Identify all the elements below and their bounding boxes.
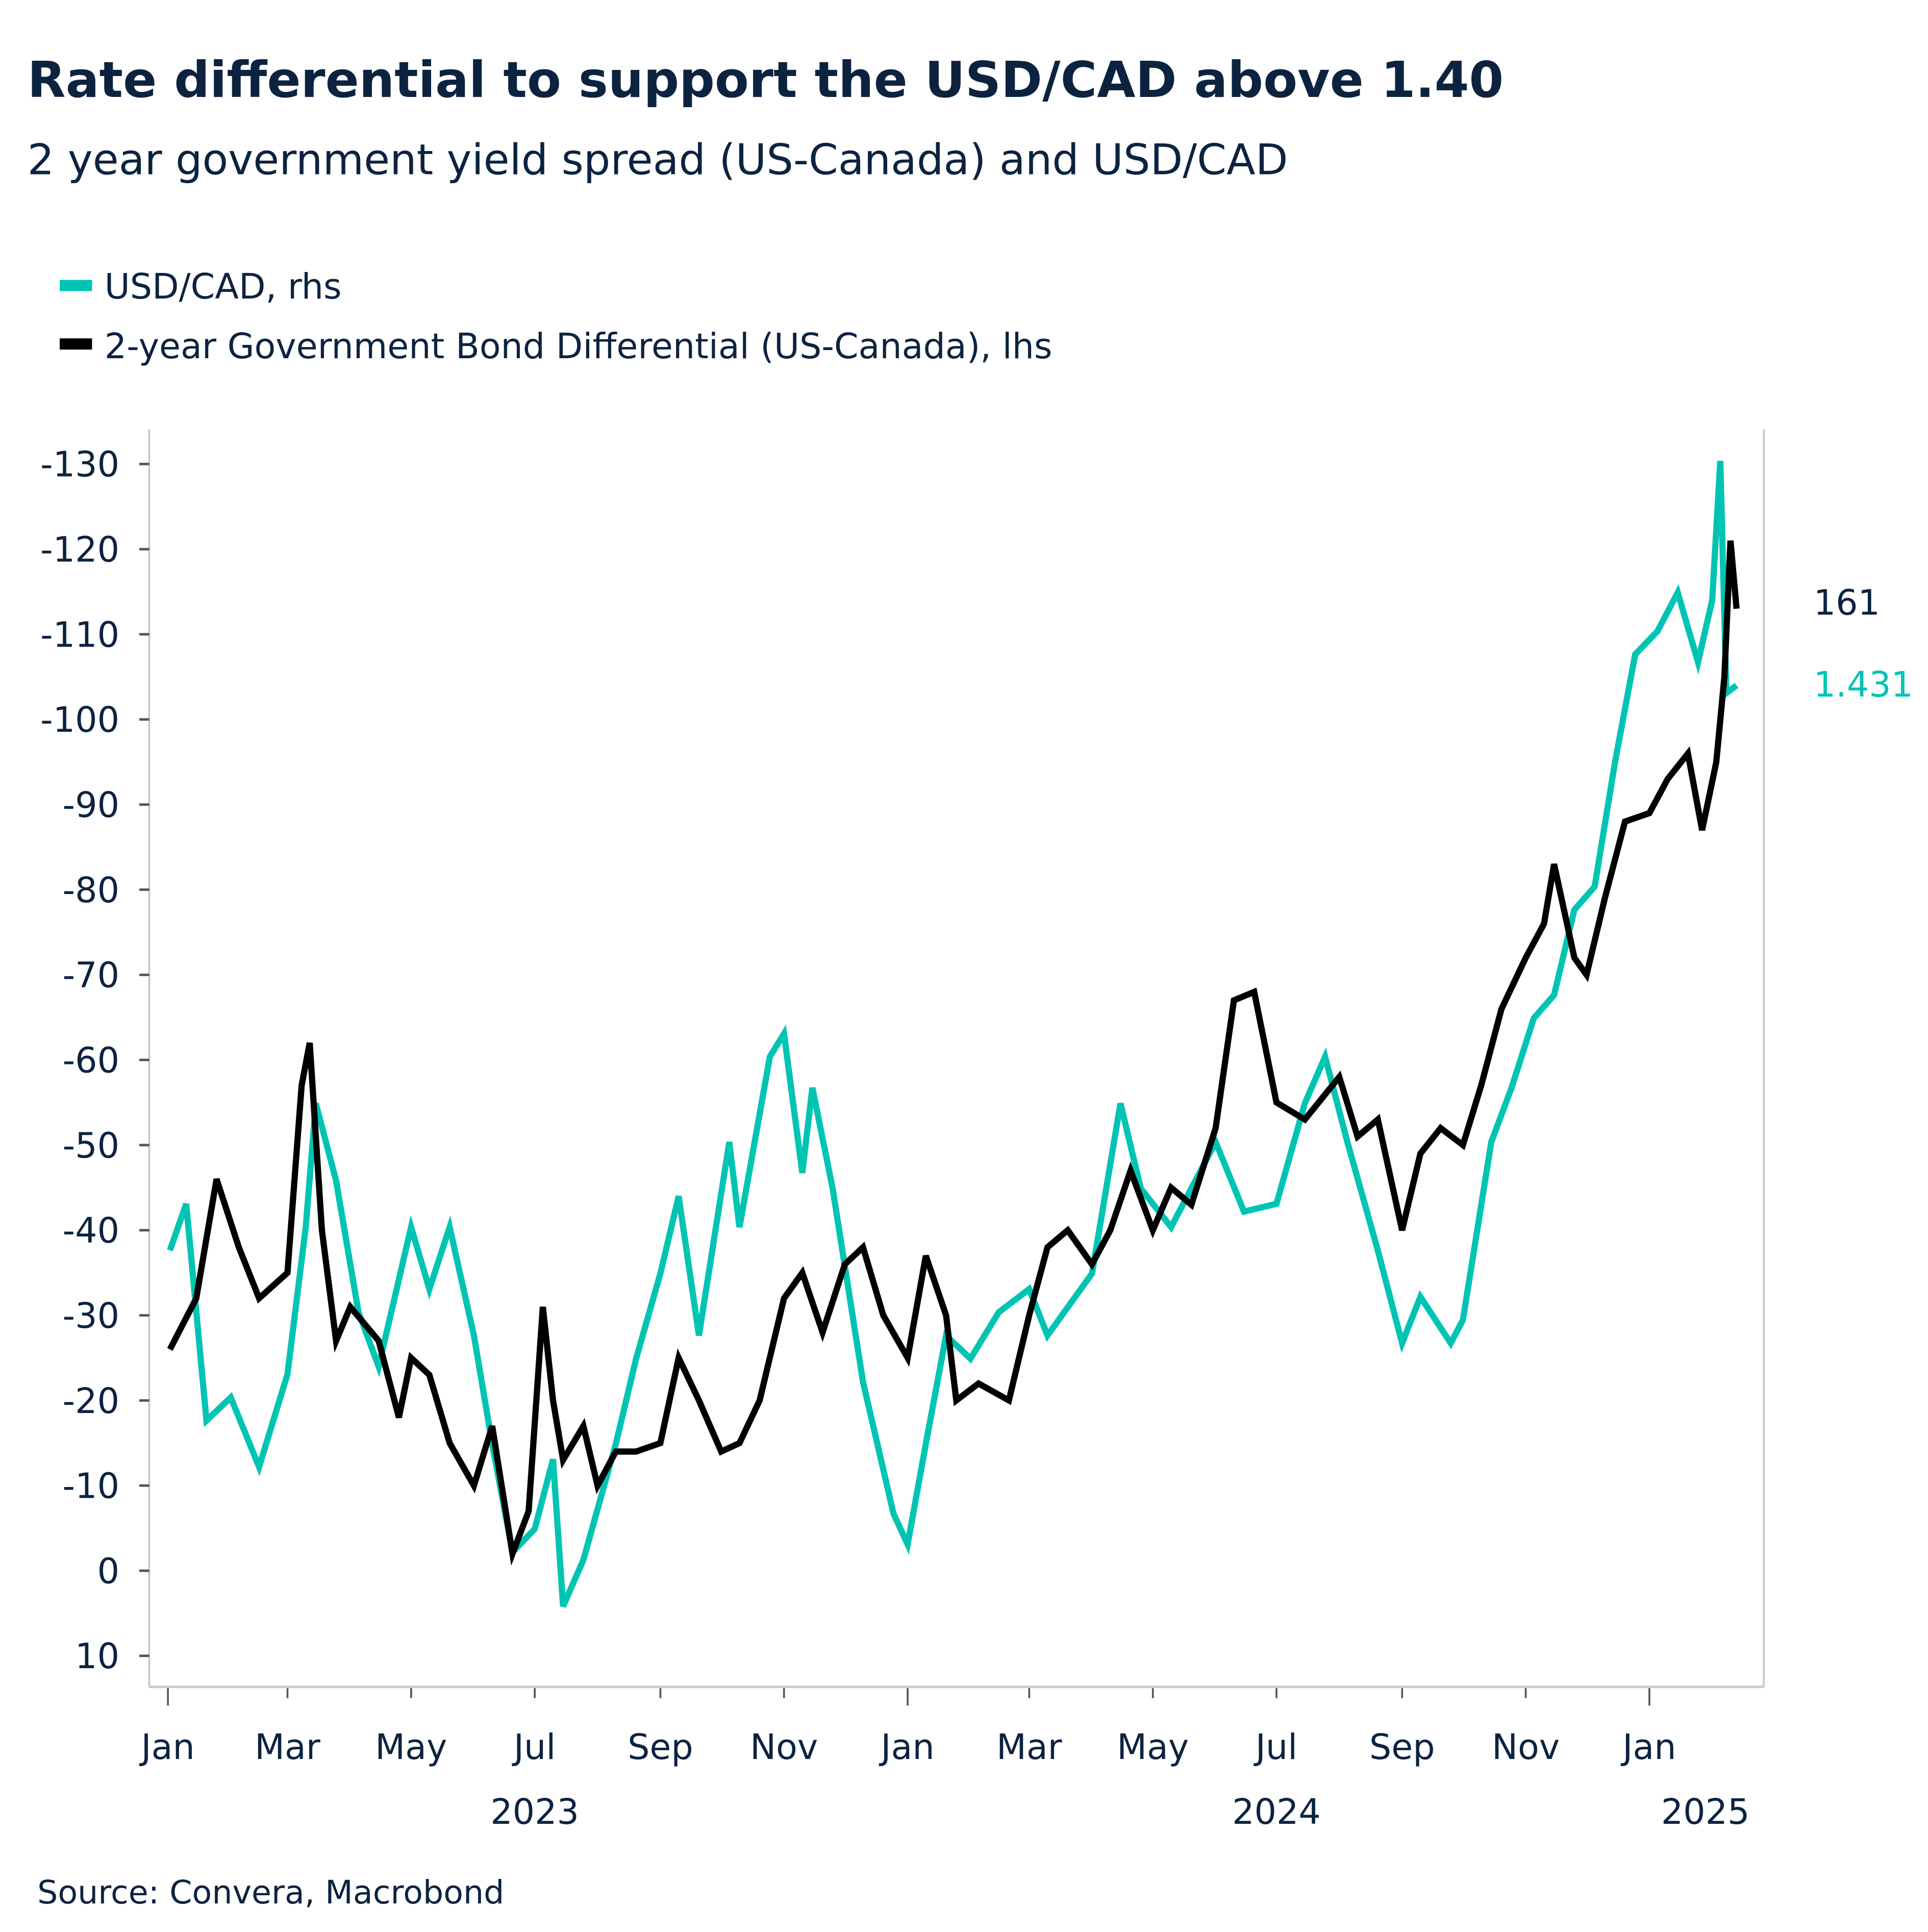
- y-tick-label: -50: [63, 1126, 119, 1166]
- y-tick-label: -120: [40, 530, 119, 571]
- x-tick-label: Mar: [255, 1727, 321, 1768]
- chart-title: Rate differential to support the USD/CAD…: [28, 51, 1504, 109]
- x-tick-label: May: [1117, 1727, 1189, 1768]
- y-tick-label: -100: [40, 700, 119, 740]
- source-note: Source: Convera, Macrobond: [37, 1873, 504, 1911]
- plot-frame: [148, 429, 1765, 1689]
- x-tick-label: Jan: [1620, 1727, 1676, 1768]
- y-tick-label: -90: [63, 785, 119, 826]
- x-year-label: 2025: [1661, 1792, 1750, 1832]
- x-tick-label: May: [375, 1727, 447, 1768]
- x-tick-label: Nov: [1492, 1727, 1560, 1768]
- x-year-label: 2023: [490, 1792, 579, 1832]
- x-tick-label: Jul: [512, 1727, 556, 1768]
- legend: USD/CAD, rhs 2-year Government Bond Diff…: [60, 267, 1052, 367]
- y-tick-label: -130: [40, 445, 119, 485]
- y-tick-label: 0: [97, 1551, 119, 1592]
- y-tick-label: -20: [63, 1381, 119, 1422]
- yield-spread-line: [167, 540, 1740, 1566]
- y-tick-label: 10: [75, 1637, 119, 1677]
- last-value-usdcad: 1.431: [1814, 665, 1913, 705]
- x-tick-label: Jan: [139, 1727, 195, 1768]
- y-tick-label: -40: [63, 1211, 119, 1251]
- x-tick-label: Mar: [996, 1727, 1063, 1768]
- x-tick-label: Nov: [750, 1727, 818, 1768]
- y-tick-label: -30: [63, 1296, 119, 1336]
- usdcad-line: [167, 460, 1739, 1608]
- legend-label-usdcad: USD/CAD, rhs: [105, 267, 342, 307]
- legend-swatch-spread: [60, 338, 92, 350]
- chart-subtitle: 2 year government yield spread (US-Canad…: [28, 135, 1288, 184]
- y-tick-label: -60: [63, 1041, 119, 1081]
- x-axis-ticks: Jan Mar May Jul Sep Nov Jan Mar May Jul Sep Nov Jan 2…: [139, 1688, 1750, 1832]
- x-tick-label: Jul: [1254, 1727, 1297, 1768]
- last-value-spread: 161: [1814, 583, 1880, 623]
- x-tick-label: Sep: [628, 1727, 693, 1768]
- legend-swatch-usdcad: [60, 280, 92, 291]
- legend-label-spread: 2-year Government Bond Differential (US-…: [105, 327, 1053, 367]
- y-tick-label: -10: [63, 1467, 119, 1507]
- y-tick-label: -80: [63, 871, 119, 911]
- x-tick-label: Jan: [879, 1727, 934, 1768]
- x-year-label: 2024: [1232, 1792, 1321, 1832]
- y-tick-label: -110: [40, 615, 119, 655]
- y-tick-label: -70: [63, 956, 119, 996]
- series-lines: [167, 460, 1740, 1608]
- x-tick-label: Sep: [1369, 1727, 1435, 1768]
- y-axis-ticks: -130-120-110-100-90-80-70-60-50-40-30-20…: [40, 445, 149, 1677]
